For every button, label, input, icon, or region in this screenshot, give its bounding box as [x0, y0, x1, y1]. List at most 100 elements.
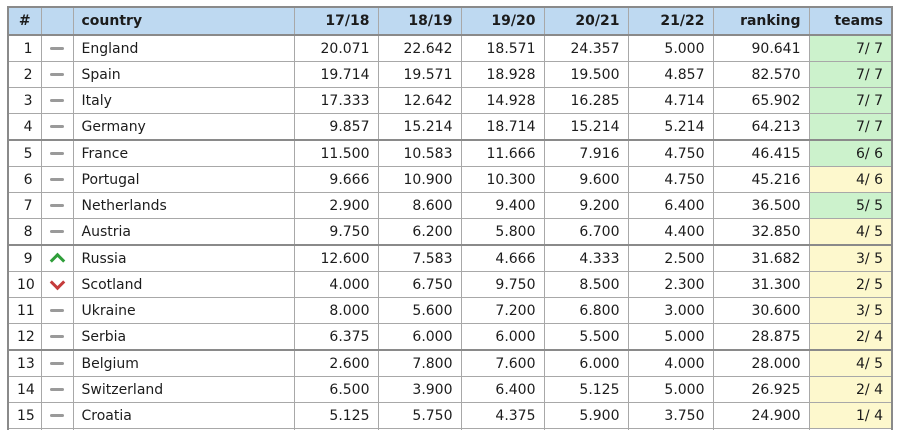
no-change-icon — [50, 152, 64, 155]
season-points-cell: 5.125 — [293, 402, 379, 429]
col-header-movement — [40, 6, 74, 36]
movement-cell — [40, 34, 74, 62]
col-header-ranking: ranking — [712, 6, 810, 36]
table-row: 9 Russia 12.600 7.583 4.666 4.333 2.500 31.682 3… — [7, 244, 893, 272]
season-points-cell: 2.600 — [293, 349, 379, 377]
teams-cell: 6/ 6 — [808, 139, 893, 167]
season-points-cell: 4.714 — [627, 87, 714, 114]
season-points-cell: 9.750 — [293, 218, 379, 246]
season-points-cell: 7.600 — [460, 349, 545, 377]
season-points-cell: 6.800 — [543, 297, 629, 324]
season-points-cell: 9.666 — [293, 166, 379, 193]
no-change-icon — [50, 230, 64, 233]
season-points-cell: 7.800 — [377, 349, 462, 377]
rank-cell: 10 — [7, 271, 42, 298]
season-points-cell: 4.400 — [627, 218, 714, 246]
table-row: 10 Scotland 4.000 6.750 9.750 8.500 2.300 31.30… — [7, 271, 893, 298]
season-points-cell: 6.375 — [293, 323, 379, 351]
header-row: # country 17/18 18/19 19/20 20/21 21/22 … — [7, 6, 893, 36]
table-row: 5 France 11.500 10.583 11.666 7.916 4.750 46.41… — [7, 139, 893, 167]
table-row: 3 Italy 17.333 12.642 14.928 16.285 4.714 65.90… — [7, 87, 893, 114]
movement-cell — [40, 113, 74, 141]
season-points-cell: 8.600 — [377, 192, 462, 219]
season-points-cell: 10.900 — [377, 166, 462, 193]
season-points-cell: 4.750 — [627, 166, 714, 193]
rank-cell: 9 — [7, 244, 42, 272]
no-change-icon — [50, 309, 64, 312]
coefficient-table: # country 17/18 18/19 19/20 20/21 21/22 … — [7, 6, 893, 430]
country-cell: Portugal — [72, 166, 295, 193]
col-header-country: country — [72, 6, 295, 36]
season-points-cell: 9.857 — [293, 113, 379, 141]
country-cell: Scotland — [72, 271, 295, 298]
rank-down-icon — [49, 274, 65, 291]
rank-cell: 6 — [7, 166, 42, 193]
season-points-cell: 6.500 — [293, 376, 379, 403]
teams-cell: 4/ 5 — [808, 218, 893, 246]
season-points-cell: 4.857 — [627, 61, 714, 88]
ranking-points-cell: 82.570 — [712, 61, 810, 88]
season-points-cell: 18.928 — [460, 61, 545, 88]
movement-cell — [40, 139, 74, 167]
season-points-cell: 4.333 — [543, 244, 629, 272]
season-points-cell: 7.583 — [377, 244, 462, 272]
teams-cell: 7/ 7 — [808, 113, 893, 141]
season-points-cell: 10.583 — [377, 139, 462, 167]
teams-cell: 3/ 5 — [808, 244, 893, 272]
teams-cell: 3/ 5 — [808, 297, 893, 324]
table-row-partial — [7, 428, 893, 430]
season-points-cell: 3.750 — [627, 402, 714, 429]
movement-cell — [40, 192, 74, 219]
no-change-icon — [50, 335, 64, 338]
rank-cell: 7 — [7, 192, 42, 219]
col-header-season-17-18: 17/18 — [293, 6, 379, 36]
season-points-cell: 5.600 — [377, 297, 462, 324]
season-points-cell: 5.500 — [543, 323, 629, 351]
table-row: 13 Belgium 2.600 7.800 7.600 6.000 4.000 28.000… — [7, 349, 893, 377]
teams-cell: 1/ 4 — [808, 402, 893, 429]
season-points-cell: 4.000 — [627, 349, 714, 377]
teams-cell: 7/ 7 — [808, 87, 893, 114]
country-cell: Austria — [72, 218, 295, 246]
teams-cell: 4/ 6 — [808, 166, 893, 193]
col-header-season-20-21: 20/21 — [543, 6, 629, 36]
season-points-cell: 18.571 — [460, 34, 545, 62]
season-points-cell: 9.600 — [543, 166, 629, 193]
movement-cell — [40, 402, 74, 429]
no-change-icon — [50, 362, 64, 365]
ranking-points-cell: 24.900 — [712, 402, 810, 429]
ranking-points-cell: 30.600 — [712, 297, 810, 324]
season-points-cell: 9.200 — [543, 192, 629, 219]
movement-cell — [40, 244, 74, 272]
rank-cell: 13 — [7, 349, 42, 377]
country-cell: Germany — [72, 113, 295, 141]
season-points-cell: 12.600 — [293, 244, 379, 272]
season-points-cell: 7.200 — [460, 297, 545, 324]
rank-cell: 14 — [7, 376, 42, 403]
ranking-points-cell: 36.500 — [712, 192, 810, 219]
no-change-icon — [50, 73, 64, 76]
season-points-cell: 6.000 — [543, 349, 629, 377]
country-cell: Italy — [72, 87, 295, 114]
season-points-cell: 6.400 — [460, 376, 545, 403]
season-points-cell: 3.000 — [627, 297, 714, 324]
movement-cell — [40, 297, 74, 324]
season-points-cell: 14.928 — [460, 87, 545, 114]
season-points-cell: 9.750 — [460, 271, 545, 298]
ranking-points-cell: 64.213 — [712, 113, 810, 141]
table-row: 8 Austria 9.750 6.200 5.800 6.700 4.400 32.850 4… — [7, 218, 893, 246]
table-row: 2 Spain 19.714 19.571 18.928 19.500 4.857 82.57… — [7, 61, 893, 88]
season-points-cell: 11.500 — [293, 139, 379, 167]
season-points-cell: 17.333 — [293, 87, 379, 114]
season-points-cell: 5.900 — [543, 402, 629, 429]
country-cell: Switzerland — [72, 376, 295, 403]
season-points-cell: 24.357 — [543, 34, 629, 62]
season-points-cell: 11.666 — [460, 139, 545, 167]
season-points-cell: 19.500 — [543, 61, 629, 88]
season-points-cell: 2.900 — [293, 192, 379, 219]
ranking-points-cell: 28.875 — [712, 323, 810, 351]
teams-cell: 4/ 5 — [808, 349, 893, 377]
col-header-season-21-22: 21/22 — [627, 6, 714, 36]
season-points-cell: 18.714 — [460, 113, 545, 141]
